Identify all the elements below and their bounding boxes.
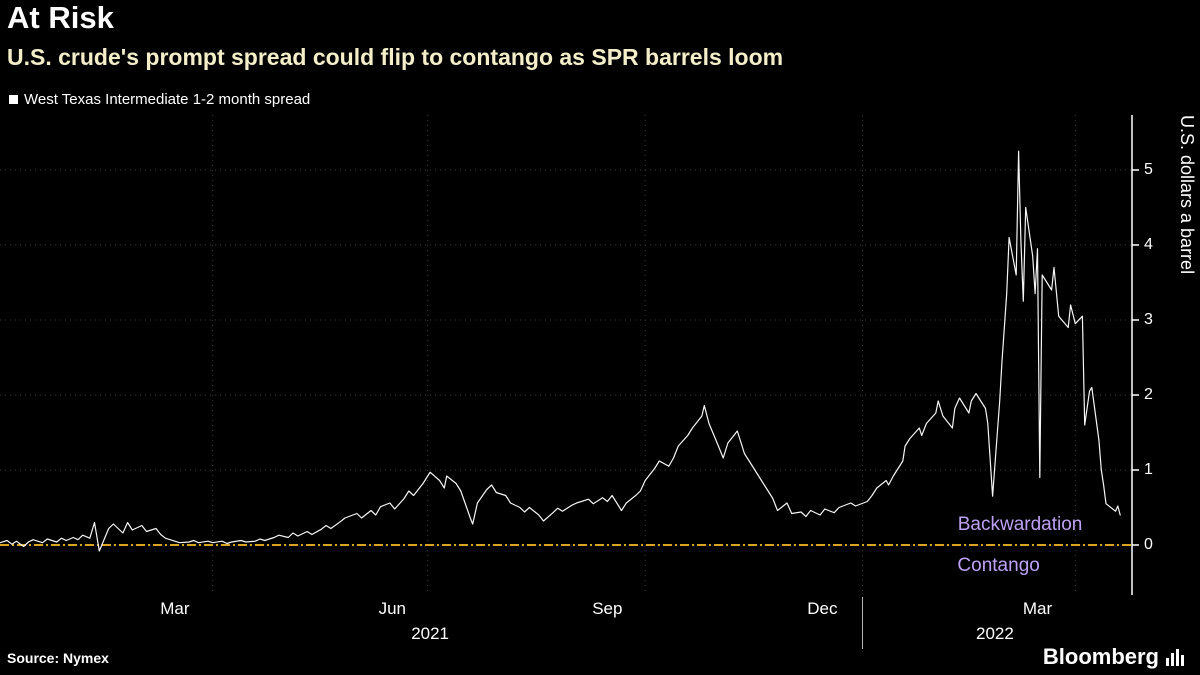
legend: West Texas Intermediate 1-2 month spread <box>9 91 310 108</box>
series-line <box>0 150 1121 552</box>
chart-subtitle: U.S. crude's prompt spread could flip to… <box>7 44 784 70</box>
y-tick-label: 1 <box>1144 460 1153 478</box>
x-tick-label: Dec <box>807 599 838 618</box>
y-tick-label: 5 <box>1144 160 1153 178</box>
year-separator <box>862 597 864 649</box>
y-tick-label: 4 <box>1144 235 1153 253</box>
y-axis-title: U.S. dollars a barrel <box>1177 115 1197 275</box>
bloomberg-wordmark: Bloomberg <box>1042 644 1159 669</box>
bloomberg-bars-icon <box>1166 648 1184 666</box>
y-tick-label: 2 <box>1144 385 1153 403</box>
plot-area <box>0 115 1139 595</box>
x-tick-label: Mar <box>1022 599 1053 618</box>
y-tick-label: 3 <box>1144 310 1153 328</box>
x-axis: Mar Jun Sep Dec Mar 2021 2022 <box>0 597 1200 657</box>
x-tick-label: Mar <box>160 599 190 618</box>
year-label: 2022 <box>976 624 1014 643</box>
x-tick-label: Jun <box>378 599 406 618</box>
annotation-contango: Contango <box>957 554 1040 576</box>
annotation-backwardation: Backwardation <box>957 513 1083 535</box>
x-tick-label: Sep <box>592 599 623 618</box>
year-label: 2021 <box>411 624 450 643</box>
y-tick-label: 0 <box>1144 535 1153 553</box>
bloomberg-logo: Bloomberg <box>1043 644 1184 670</box>
wti-spread-line-chart: 0 1 2 3 4 5 Backwardation Contango <box>0 115 1200 595</box>
source-label: Source: Nymex <box>7 650 109 666</box>
chart-title: At Risk <box>7 0 114 35</box>
legend-label: West Texas Intermediate 1-2 month spread <box>24 91 311 108</box>
legend-square-icon <box>9 95 18 104</box>
